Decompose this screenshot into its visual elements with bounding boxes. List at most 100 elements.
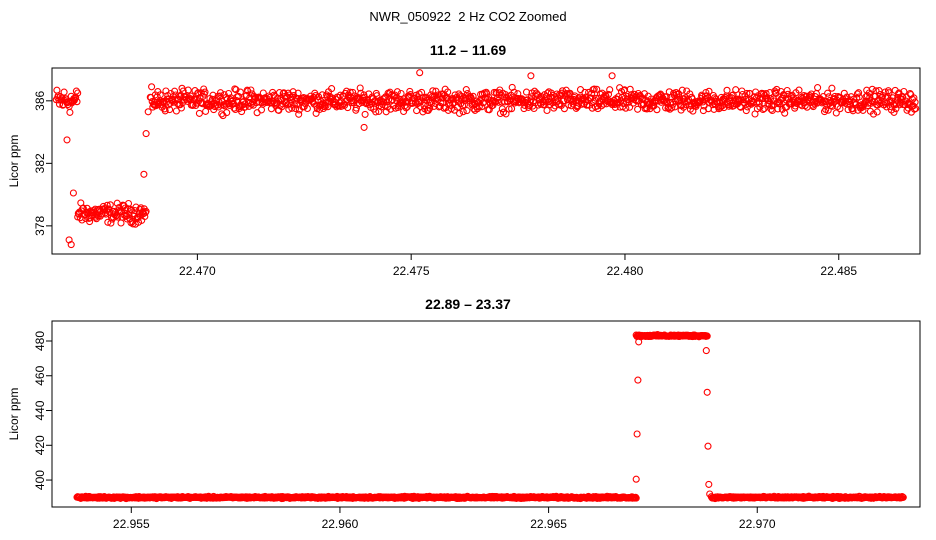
data-point: [161, 107, 169, 115]
panel-2-title: 22.89 – 23.37: [425, 296, 511, 312]
data-point: [773, 85, 781, 93]
data-point: [393, 88, 401, 96]
data-point: [759, 105, 767, 114]
data-point: [780, 91, 788, 99]
data-point: [678, 86, 686, 94]
data-point: [608, 72, 616, 80]
data-point: [140, 170, 148, 178]
data-point: [132, 203, 140, 211]
y-tick-label: 386: [33, 90, 47, 110]
data-point: [828, 102, 837, 110]
data-point: [423, 96, 431, 104]
data-point: [510, 88, 518, 96]
data-point: [872, 87, 880, 95]
data-point: [855, 89, 863, 97]
data-point: [218, 110, 226, 118]
data-point: [681, 97, 689, 105]
data-point: [460, 101, 468, 109]
data-point: [144, 108, 152, 116]
data-point: [141, 212, 149, 221]
data-point: [868, 85, 876, 93]
data-point: [632, 475, 640, 483]
data-point: [117, 219, 125, 227]
data-point: [328, 85, 336, 93]
data-point: [478, 103, 486, 111]
data-point: [257, 106, 266, 114]
data-point: [571, 92, 579, 100]
data-point: [882, 103, 891, 111]
data-point: [634, 105, 642, 113]
panel-2: 22.955 22.960 22.965 22.970 400 420 440 460 480 L…: [7, 320, 921, 531]
data-point: [814, 84, 822, 92]
y-tick-label: 378: [33, 216, 47, 236]
data-point: [253, 109, 261, 117]
data-point: [593, 85, 601, 93]
data-point: [455, 109, 464, 117]
data-point: [743, 89, 751, 97]
data-point: [912, 104, 920, 113]
data-point: [73, 98, 81, 106]
data-point: [209, 91, 217, 99]
series-points: [52, 69, 920, 249]
data-point: [831, 92, 839, 100]
data-point: [289, 88, 297, 96]
data-point: [233, 96, 241, 105]
plot-frame: [51, 67, 921, 255]
data-point: [767, 105, 775, 113]
x-tick-label: 22.960: [322, 517, 359, 531]
data-point: [103, 201, 111, 209]
x-tick-label: 22.475: [393, 264, 430, 278]
data-point: [201, 88, 209, 96]
data-point: [766, 95, 775, 103]
data-point: [217, 101, 225, 109]
data-point: [66, 108, 74, 116]
data-point: [760, 104, 768, 113]
data-point: [900, 87, 908, 96]
data-point: [137, 204, 145, 212]
data-point: [317, 97, 325, 105]
x-tick-label: 22.970: [739, 517, 776, 531]
data-point: [702, 347, 710, 355]
x-tick-label: 22.480: [607, 264, 644, 278]
data-point: [576, 86, 585, 94]
data-point: [449, 99, 457, 108]
data-point: [294, 89, 302, 97]
data-point: [502, 110, 510, 118]
y-tick-label: 440: [33, 400, 47, 420]
x-tick-label: 22.965: [530, 517, 567, 531]
data-point: [892, 105, 900, 113]
data-point: [231, 85, 239, 93]
data-point: [505, 105, 513, 113]
data-point: [60, 88, 68, 96]
y-axis-label: Licor ppm: [7, 388, 21, 441]
data-point: [55, 100, 64, 108]
data-point: [828, 84, 836, 92]
x-tick-label: 22.470: [179, 264, 216, 278]
data-point: [498, 105, 506, 113]
y-tick-label: 382: [33, 153, 47, 173]
data-point: [346, 88, 354, 96]
data-point: [626, 103, 634, 111]
data-point: [890, 108, 898, 116]
data-point: [216, 89, 225, 97]
y-tick-label: 420: [33, 435, 47, 455]
panel-1: 22.470 22.475 22.480 22.485 378 382 386 Licor p…: [7, 67, 921, 278]
data-point: [622, 104, 630, 112]
data-point: [634, 376, 642, 384]
page-title: NWR_050922 2 Hz CO2 Zoomed: [369, 9, 567, 24]
data-point: [611, 103, 619, 111]
data-point: [250, 92, 258, 100]
data-point: [705, 87, 713, 95]
data-point: [223, 109, 231, 117]
data-point: [590, 85, 598, 93]
data-point: [704, 442, 712, 450]
data-point: [783, 86, 791, 95]
data-point: [732, 86, 740, 94]
data-point: [824, 89, 832, 97]
data-point: [106, 201, 114, 209]
data-point: [462, 86, 470, 94]
data-point: [581, 88, 589, 96]
data-point: [344, 104, 352, 112]
data-point: [53, 86, 61, 94]
